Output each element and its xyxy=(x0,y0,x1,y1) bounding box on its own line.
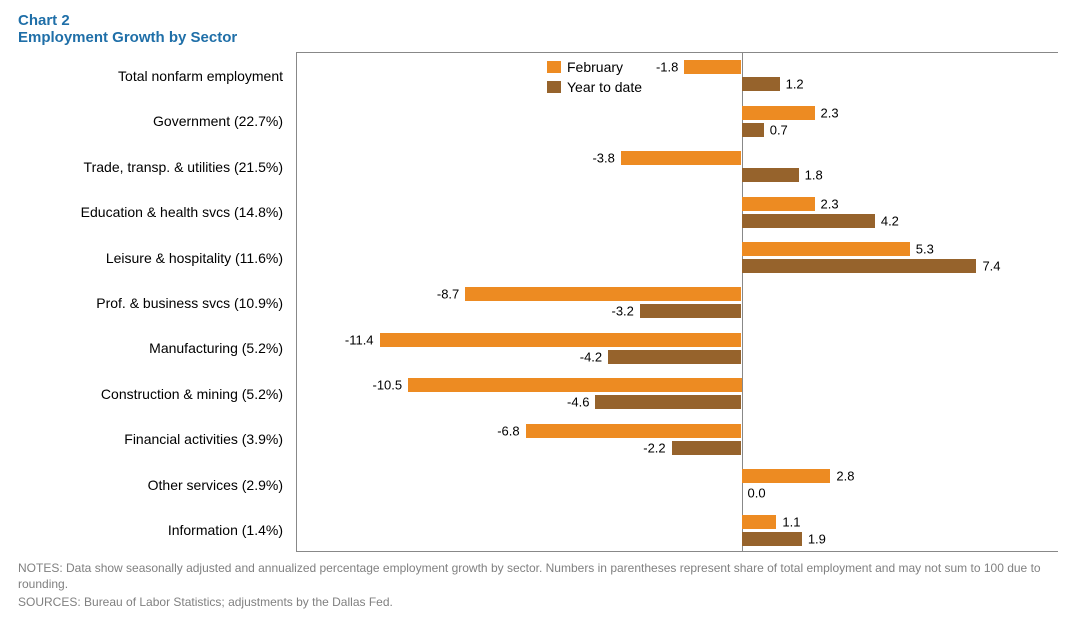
category-label: Construction & mining (5.2%) xyxy=(101,386,297,402)
bar xyxy=(742,259,977,273)
bar xyxy=(742,214,875,228)
bar-value-label: 1.1 xyxy=(782,514,800,529)
sources-line: SOURCES: Bureau of Labor Statistics; adj… xyxy=(18,594,1058,610)
category-row: Trade, transp. & utilities (21.5%)-3.81.… xyxy=(297,144,1058,189)
category-row: Financial activities (3.9%)-6.8-2.2 xyxy=(297,417,1058,462)
bar-value-label: -11.4 xyxy=(345,332,374,347)
bar xyxy=(408,378,741,392)
bar-value-label: 1.8 xyxy=(805,168,823,183)
bar xyxy=(526,424,742,438)
category-label: Education & health svcs (14.8%) xyxy=(81,204,297,220)
category-label: Total nonfarm employment xyxy=(118,68,297,84)
bar xyxy=(465,287,741,301)
category-label: Prof. & business svcs (10.9%) xyxy=(96,295,297,311)
category-label: Information (1.4%) xyxy=(168,522,297,538)
bar-value-label: -4.2 xyxy=(580,349,602,364)
bar-value-label: -1.8 xyxy=(656,60,678,75)
category-row: Government (22.7%)2.30.7 xyxy=(297,98,1058,143)
chart-footnotes: NOTES: Data show seasonally adjusted and… xyxy=(18,560,1058,611)
bar-value-label: -4.6 xyxy=(567,395,589,410)
category-row: Leisure & hospitality (11.6%)5.37.4 xyxy=(297,235,1058,280)
category-label: Leisure & hospitality (11.6%) xyxy=(106,250,297,266)
bar xyxy=(640,304,742,318)
category-row: Prof. & business svcs (10.9%)-8.7-3.2 xyxy=(297,280,1058,325)
chart-header: Chart 2 Employment Growth by Sector xyxy=(18,12,1059,46)
bar xyxy=(595,395,741,409)
plot-area: FebruaryYear to dateTotal nonfarm employ… xyxy=(296,52,1058,552)
category-label: Manufacturing (5.2%) xyxy=(149,340,297,356)
bar xyxy=(742,469,831,483)
bar-value-label: 5.3 xyxy=(916,242,934,257)
bar-value-label: -10.5 xyxy=(372,378,402,393)
category-row: Total nonfarm employment-1.81.2 xyxy=(297,53,1058,98)
bar-value-label: -2.2 xyxy=(643,440,665,455)
notes-line: NOTES: Data show seasonally adjusted and… xyxy=(18,560,1058,592)
bar xyxy=(380,333,742,347)
bar-value-label: -6.8 xyxy=(497,423,519,438)
bar-value-label: 0.0 xyxy=(748,486,766,501)
category-row: Education & health svcs (14.8%)2.34.2 xyxy=(297,189,1058,234)
bar-value-label: -8.7 xyxy=(437,287,459,302)
chart-number: Chart 2 xyxy=(18,12,1059,29)
category-label: Financial activities (3.9%) xyxy=(124,431,297,447)
category-label: Other services (2.9%) xyxy=(148,477,297,493)
bar xyxy=(742,197,815,211)
bar-value-label: -3.2 xyxy=(611,304,633,319)
bar xyxy=(742,106,815,120)
chart-area: FebruaryYear to dateTotal nonfarm employ… xyxy=(18,52,1058,552)
bar-value-label: 1.9 xyxy=(808,531,826,546)
chart-title: Employment Growth by Sector xyxy=(18,29,1059,46)
bar-value-label: 2.3 xyxy=(821,105,839,120)
category-row: Manufacturing (5.2%)-11.4-4.2 xyxy=(297,326,1058,371)
bar-value-label: 2.8 xyxy=(836,469,854,484)
bar-value-label: 4.2 xyxy=(881,213,899,228)
category-row: Information (1.4%)1.11.9 xyxy=(297,508,1058,553)
bar-value-label: 2.3 xyxy=(821,196,839,211)
bar-value-label: 1.2 xyxy=(786,77,804,92)
bar xyxy=(742,123,764,137)
category-label: Government (22.7%) xyxy=(153,113,297,129)
bar xyxy=(684,60,741,74)
bar xyxy=(742,515,777,529)
category-label: Trade, transp. & utilities (21.5%) xyxy=(84,159,297,175)
category-row: Other services (2.9%)2.80.0 xyxy=(297,462,1058,507)
bar xyxy=(742,532,802,546)
bar xyxy=(742,77,780,91)
bar-value-label: 0.7 xyxy=(770,122,788,137)
bar-value-label: -3.8 xyxy=(592,151,614,166)
bar xyxy=(742,168,799,182)
bar xyxy=(742,242,910,256)
category-row: Construction & mining (5.2%)-10.5-4.6 xyxy=(297,371,1058,416)
bar-value-label: 7.4 xyxy=(982,259,1000,274)
bar xyxy=(672,441,742,455)
bar xyxy=(621,151,742,165)
bar xyxy=(608,350,741,364)
